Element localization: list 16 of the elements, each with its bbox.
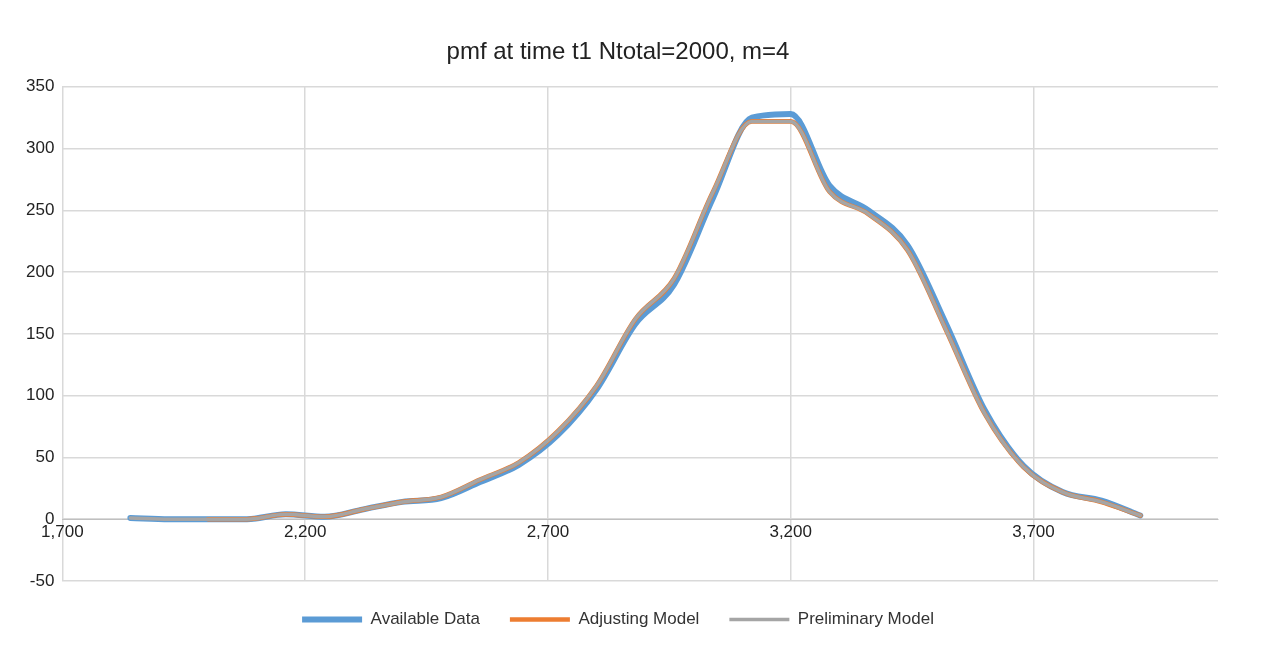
y-tick-label: 100	[25, 385, 55, 405]
x-tick-label: 3,700	[1012, 522, 1055, 542]
y-tick-label: 350	[25, 76, 55, 96]
y-tick-label: 250	[25, 200, 55, 220]
y-tick-label: 300	[25, 138, 55, 158]
x-tick-label: 2,200	[283, 522, 327, 542]
y-tick-label: 200	[25, 261, 55, 281]
y-tick-label: -50	[29, 570, 55, 590]
y-tick-label: 150	[25, 323, 55, 343]
y-tick-label: 50	[35, 447, 55, 467]
x-tick-label: 2,700	[526, 522, 570, 542]
chart-title: pmf at time t1 Ntotal=2000, m=4	[446, 37, 790, 65]
legend-label: Adjusting Model	[578, 609, 700, 629]
legend-label: Available Data	[370, 609, 481, 629]
x-tick-label: 3,200	[769, 522, 812, 542]
legend-label: Preliminary Model	[797, 609, 934, 629]
